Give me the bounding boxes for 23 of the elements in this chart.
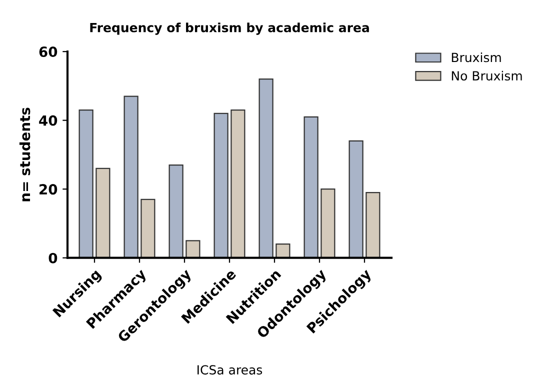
bar	[140, 198, 156, 258]
bar	[78, 109, 94, 258]
x-axis-title: ICSa areas	[198, 365, 262, 375]
bar	[214, 112, 228, 258]
bar	[258, 78, 274, 258]
bar	[320, 188, 336, 258]
y-tick-label: 60	[39, 46, 58, 58]
bar	[304, 116, 318, 258]
bar	[96, 168, 110, 258]
bar	[276, 244, 290, 258]
bar	[124, 96, 138, 258]
bar	[366, 192, 380, 258]
chart-title: Frequency of bruxism by academic area	[90, 22, 369, 35]
bar	[168, 164, 184, 258]
y-tick-label: 40	[39, 115, 58, 126]
y-tick-label: 0	[48, 252, 58, 264]
legend-label: Bruxism	[452, 52, 501, 62]
bar	[230, 109, 246, 258]
y-axis-title: n= students	[19, 108, 30, 202]
y-tick-label: 20	[40, 184, 58, 195]
bar	[348, 140, 364, 258]
bar	[186, 240, 200, 258]
legend-label: No Bruxism	[452, 70, 522, 81]
